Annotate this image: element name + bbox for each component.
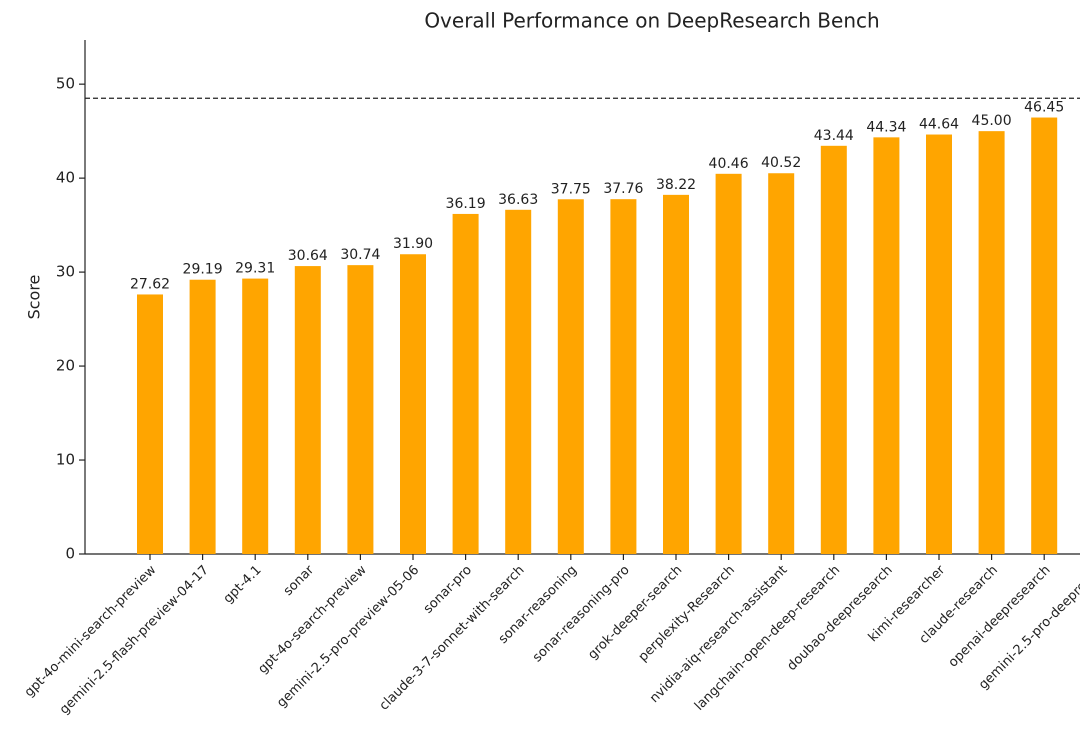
y-tick-label: 0 xyxy=(65,545,75,563)
x-tick-label: openai-deepresearch xyxy=(946,563,1054,671)
y-tick-label: 50 xyxy=(56,75,75,93)
y-tick-label: 10 xyxy=(56,451,75,469)
value-label: 46.45 xyxy=(1024,100,1064,116)
bar xyxy=(768,173,795,554)
x-tick-label: gpt-4o-search-preview xyxy=(255,562,370,677)
value-label: 44.64 xyxy=(919,117,959,133)
bar xyxy=(400,254,426,554)
value-label: 40.46 xyxy=(709,156,749,172)
value-label: 36.63 xyxy=(498,192,538,208)
x-tick-label: grok-deeper-search xyxy=(585,563,685,663)
value-label: 30.74 xyxy=(340,247,380,263)
value-label: 31.90 xyxy=(393,236,433,252)
value-label: 44.34 xyxy=(866,119,906,135)
x-tick-label: sonar-reasoning-pro xyxy=(530,563,633,666)
value-label: 36.19 xyxy=(446,196,486,212)
y-tick-label: 40 xyxy=(56,169,75,187)
bar xyxy=(505,209,532,555)
value-label: 45.00 xyxy=(972,113,1012,129)
y-tick-label: 20 xyxy=(56,357,75,375)
x-tick-label: sonar-pro xyxy=(421,563,475,617)
bar xyxy=(715,173,742,554)
bar xyxy=(926,134,952,555)
value-label: 30.64 xyxy=(288,248,328,264)
bar xyxy=(294,266,321,554)
bar xyxy=(452,213,479,554)
y-tick-label: 30 xyxy=(56,263,75,281)
bar xyxy=(347,265,374,554)
y-axis-label: Score xyxy=(25,275,44,320)
bar xyxy=(610,199,637,555)
value-label: 27.62 xyxy=(130,276,170,292)
bar xyxy=(242,278,269,554)
value-label: 40.52 xyxy=(761,155,801,171)
x-tick-label: doubao-deepresearch xyxy=(784,563,895,674)
bar xyxy=(137,294,163,554)
x-tick-label: perplexity-Research xyxy=(636,563,738,665)
x-tick-label: sonar xyxy=(281,562,318,599)
bar xyxy=(820,145,847,554)
value-label: 37.75 xyxy=(551,181,591,197)
value-label: 43.44 xyxy=(814,128,854,144)
value-label: 29.31 xyxy=(235,261,275,277)
bar xyxy=(189,279,216,554)
value-label: 29.19 xyxy=(183,262,223,278)
bar xyxy=(978,131,1005,555)
bar xyxy=(557,199,584,554)
bar xyxy=(873,137,900,554)
chart-title: Overall Performance on DeepResearch Benc… xyxy=(424,9,879,33)
x-tick-label: gpt-4.1 xyxy=(221,563,265,607)
bar xyxy=(663,194,689,554)
value-label: 37.76 xyxy=(603,181,643,197)
bar xyxy=(1031,117,1058,554)
value-label: 38.22 xyxy=(656,177,696,193)
